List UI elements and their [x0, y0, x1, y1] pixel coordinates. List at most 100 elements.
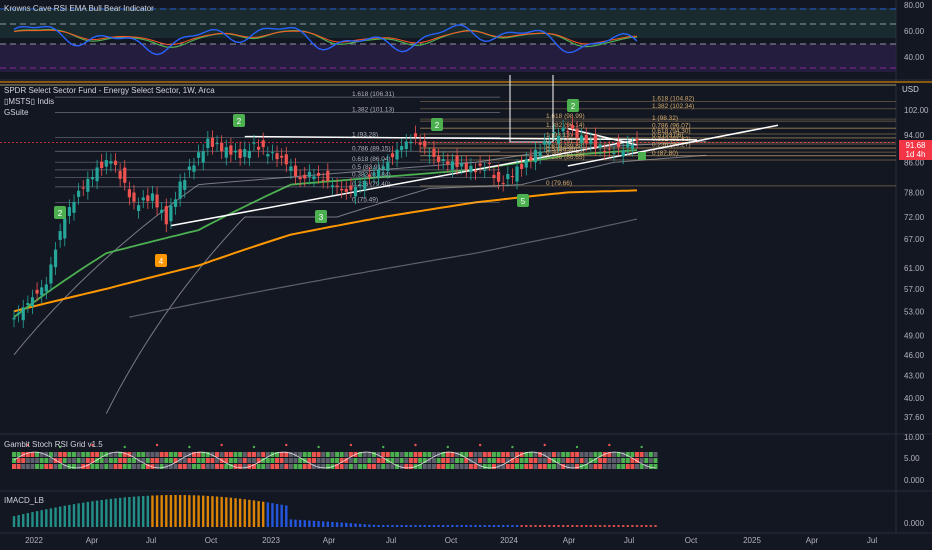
stoch-grid-cell — [279, 464, 284, 469]
stoch-grid-cell — [455, 464, 460, 469]
stoch-grid-cell — [542, 464, 547, 469]
stoch-grid-cell — [85, 452, 90, 457]
candle-body — [501, 182, 505, 184]
stoch-grid-cell — [395, 458, 400, 463]
candle-body — [72, 201, 76, 213]
stoch-grid-cell — [81, 458, 86, 463]
stoch-grid-cell — [464, 464, 469, 469]
macd-histogram-bar — [566, 525, 569, 527]
time-axis-label: Apr — [86, 536, 99, 545]
price-axis-tick: 72.00 — [904, 213, 925, 222]
macd-histogram-bar — [363, 524, 366, 527]
candle-body — [316, 172, 321, 176]
stoch-grid-cell — [362, 458, 367, 463]
time-axis-label: Jul — [867, 536, 877, 545]
stoch-grid-cell — [478, 464, 483, 469]
stoch-grid-cell — [413, 452, 418, 457]
time-axis-label: Jul — [624, 536, 634, 545]
macd-histogram-bar — [248, 499, 251, 527]
candle-body — [469, 165, 473, 173]
stoch-grid-cell — [233, 458, 238, 463]
candle-body — [432, 148, 436, 157]
stoch-grid-cell — [71, 458, 76, 463]
macd-histogram-bar — [68, 504, 71, 527]
stoch-grid-cell — [219, 464, 224, 469]
currency-label[interactable]: USD — [902, 85, 919, 94]
wave-marker — [315, 210, 327, 223]
indicator-gsuite[interactable]: GSuite — [4, 108, 29, 117]
stoch-grid-cell — [95, 452, 100, 457]
stoch-grid-cell — [81, 452, 86, 457]
fib-level-label: 0.382 (81.84) — [352, 172, 391, 179]
macd-histogram-bar — [63, 505, 66, 527]
stoch-grid-cell — [584, 464, 589, 469]
stoch-dot — [123, 445, 126, 449]
macd-histogram-bar — [183, 495, 186, 527]
stoch-grid-cell — [611, 452, 616, 457]
macd-histogram-bar — [474, 525, 477, 527]
stoch-grid-cell — [630, 452, 635, 457]
stoch-grid-cell — [150, 458, 155, 463]
macd-histogram-bar — [45, 509, 48, 527]
candle-body — [561, 127, 565, 132]
time-axis-label: 2025 — [743, 536, 761, 545]
candle-body — [293, 165, 298, 177]
stoch-grid-cell — [538, 464, 543, 469]
candle-body — [17, 312, 21, 315]
candle-body — [363, 180, 367, 190]
stoch-dot — [349, 443, 353, 447]
stoch-grid-cell — [44, 458, 49, 463]
stoch-grid-cell — [187, 458, 192, 463]
macd-histogram-bar — [257, 501, 260, 527]
stoch-grid-cell — [35, 458, 40, 463]
fib-level-label: 1 (93.13) — [546, 132, 572, 139]
stoch-grid-cell — [288, 464, 293, 469]
stoch-grid-cell — [118, 452, 123, 457]
stoch-grid-cell — [598, 464, 603, 469]
stoch-grid-cell — [459, 458, 464, 463]
candle-body — [100, 161, 104, 169]
stoch-grid-cell — [205, 458, 210, 463]
stoch-grid-cell — [496, 452, 501, 457]
stoch-grid-cell — [127, 458, 132, 463]
bar-countdown: 1d 4h — [905, 150, 926, 159]
candle-body — [580, 135, 584, 143]
macd-histogram-bar — [82, 502, 85, 527]
stoch-grid-cell — [515, 452, 520, 457]
stoch-grid-cell — [76, 452, 81, 457]
macd-histogram-bar — [488, 525, 491, 527]
candle-body — [298, 177, 302, 180]
fib-level-label: 0.618 (94.30) — [652, 128, 691, 135]
stoch-dot — [382, 445, 385, 449]
macd-histogram-bar — [326, 521, 330, 527]
price-axis-tick: 49.00 — [904, 331, 925, 340]
candle-body — [510, 176, 515, 178]
price-axis-tick: 40.00 — [904, 394, 925, 403]
candle-body — [543, 140, 547, 145]
macd-histogram-bar — [483, 525, 486, 527]
macd-histogram-bar — [589, 525, 593, 527]
price-axis-tick: 94.00 — [904, 131, 925, 140]
stoch-grid-cell — [371, 452, 376, 457]
macd-histogram-bar — [432, 525, 436, 527]
macd-histogram-bar — [294, 519, 297, 527]
candle-body — [446, 161, 450, 165]
stoch-grid-cell — [584, 452, 589, 457]
candle-body — [44, 284, 48, 292]
candle-body — [164, 206, 168, 225]
indicator-msts[interactable]: ▯MSTS▯ Indis — [4, 97, 55, 106]
macd-histogram-bar — [515, 525, 519, 527]
fib-level-label: 0 (75.49) — [352, 196, 378, 203]
candle-body — [26, 303, 30, 305]
stoch-grid-cell — [150, 452, 155, 457]
stoch-grid-cell — [159, 458, 164, 463]
stoch-grid-cell — [533, 452, 538, 457]
stoch-grid-cell — [201, 458, 206, 463]
stoch-grid-cell — [413, 458, 418, 463]
stoch-grid-cell — [25, 452, 30, 457]
macd-histogram-bar — [95, 500, 99, 527]
stoch-grid-cell — [390, 458, 395, 463]
stoch-grid-cell — [371, 458, 376, 463]
macd-histogram-bar — [155, 495, 159, 527]
